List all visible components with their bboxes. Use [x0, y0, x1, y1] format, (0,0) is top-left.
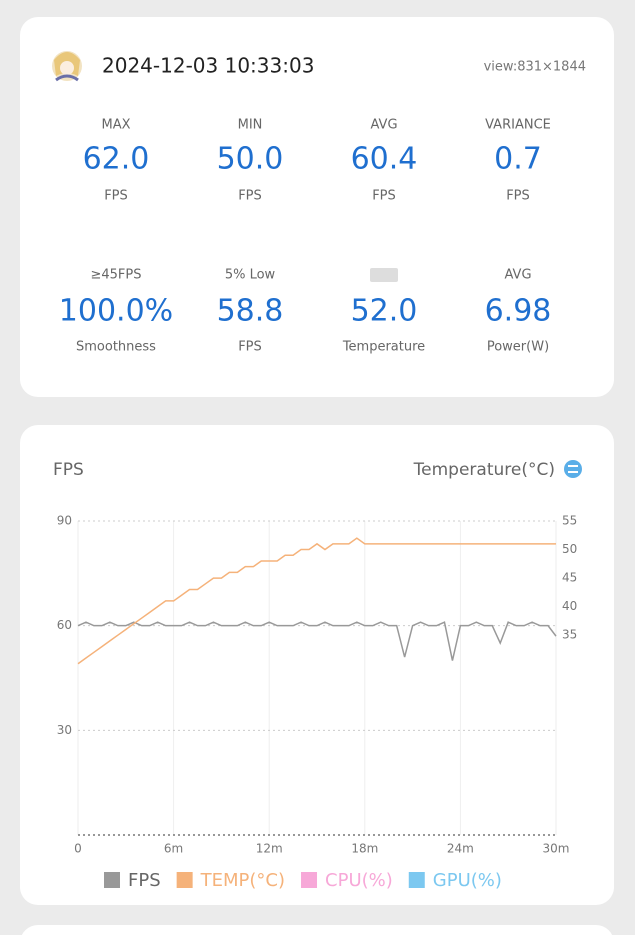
legend-swatch — [104, 872, 120, 888]
x-tick-label: 18m — [351, 842, 378, 856]
legend-swatch — [301, 872, 318, 888]
x-tick-label: 30m — [543, 842, 570, 856]
stat-unit: FPS — [238, 340, 262, 355]
blurred-label — [370, 268, 398, 282]
stat-value: 0.7 — [494, 142, 542, 177]
y2-axis-title: Temperature(°C) — [413, 460, 555, 480]
stat-label: ≥45FPS — [90, 268, 141, 283]
y2-tick-label: 55 — [562, 514, 577, 528]
series-line — [77, 621, 557, 661]
y-tick-label: 30 — [57, 723, 72, 737]
stat-value: 60.4 — [351, 142, 418, 177]
stat-value: 6.98 — [485, 294, 552, 329]
chart-card — [20, 425, 614, 905]
stat-label: 5% Low — [225, 268, 276, 283]
stat-label: VARIANCE — [485, 118, 551, 133]
x-tick-label: 6m — [164, 842, 183, 856]
y2-tick-label: 45 — [562, 571, 577, 585]
stat-value: 58.8 — [217, 294, 284, 329]
avatar — [52, 51, 82, 82]
stat-label: AVG — [370, 118, 397, 133]
y-tick-label: 60 — [57, 618, 72, 632]
stat-value: 62.0 — [83, 142, 150, 177]
stat-unit: FPS — [506, 189, 530, 204]
x-tick-label: 0 — [74, 842, 82, 856]
x-tick-label: 24m — [447, 842, 474, 856]
y2-tick-label: 35 — [562, 628, 577, 642]
view-size: view:831×1844 — [484, 60, 586, 75]
stat-label: MIN — [238, 118, 263, 133]
legend-label: FPS — [128, 870, 161, 891]
legend-swatch — [408, 872, 425, 888]
next-card — [21, 925, 613, 935]
y2-tick-label: 50 — [562, 542, 577, 556]
datetime: 2024-12-03 10:33:03 — [102, 54, 314, 78]
y-axis-title: FPS — [53, 460, 84, 480]
y-tick-label: 90 — [57, 514, 72, 528]
stat-unit: Temperature — [342, 340, 425, 355]
stat-value: 100.0% — [59, 294, 173, 329]
legend-label: CPU(%) — [325, 870, 393, 891]
x-tick-label: 12m — [256, 842, 283, 856]
switch-icon[interactable] — [564, 460, 582, 478]
stat-unit: Power(W) — [487, 340, 549, 355]
legend-swatch — [176, 872, 193, 888]
stat-value: 50.0 — [217, 142, 284, 177]
stats-card — [20, 17, 614, 397]
stat-label: AVG — [504, 268, 531, 283]
legend-label: GPU(%) — [433, 870, 502, 891]
stat-unit: FPS — [372, 189, 396, 204]
stat-label: MAX — [101, 118, 130, 133]
stat-value: 52.0 — [351, 294, 418, 329]
stat-unit: FPS — [104, 189, 128, 204]
stat-unit: Smoothness — [76, 340, 156, 355]
legend-label: TEMP(°C) — [200, 870, 285, 891]
stat-unit: FPS — [238, 189, 262, 204]
y2-tick-label: 40 — [562, 599, 577, 613]
series-line — [77, 537, 556, 665]
